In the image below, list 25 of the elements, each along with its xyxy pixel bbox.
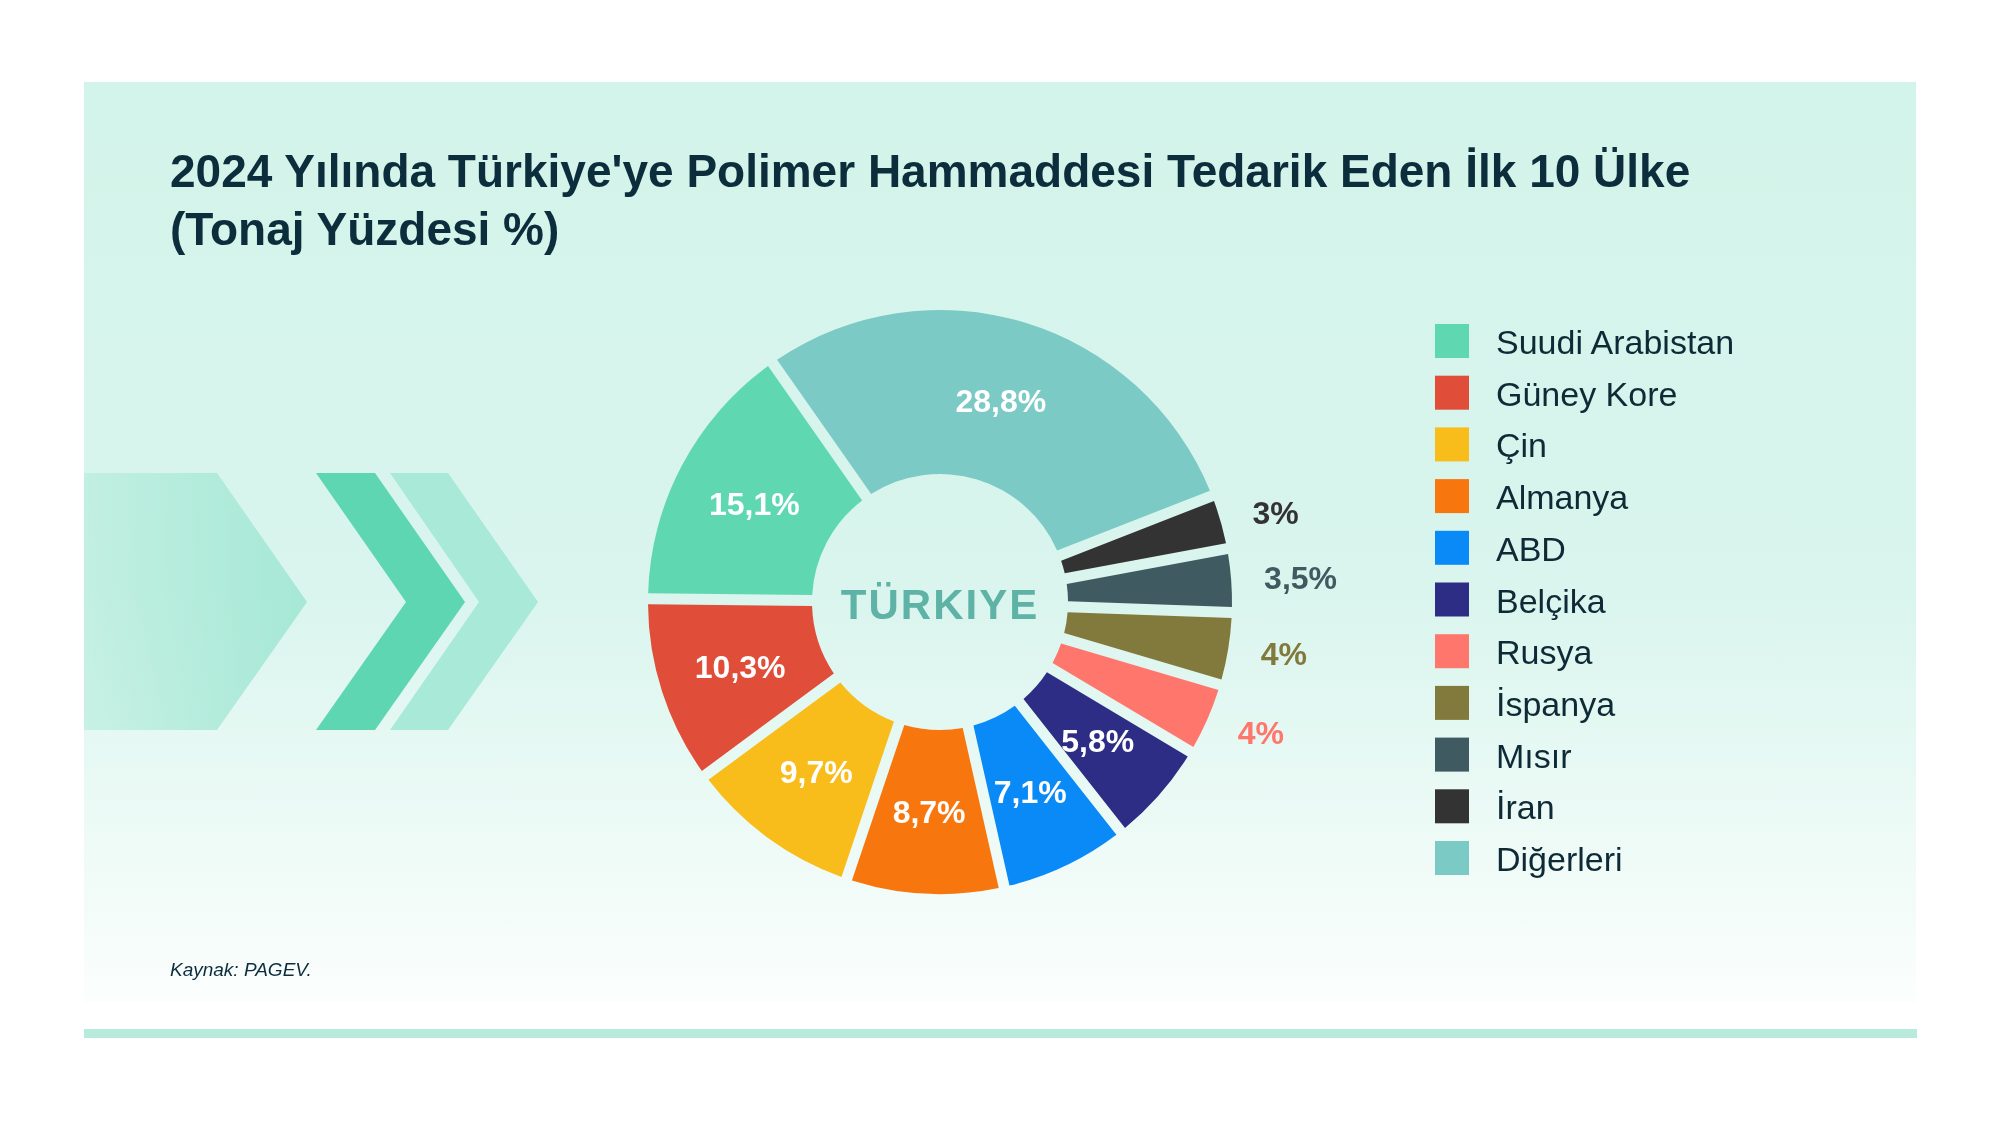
data-label: 15,1% [708, 485, 800, 522]
data-label: 4% [1237, 714, 1284, 751]
legend-label: Suudi Arabistan [1496, 323, 1735, 361]
legend-label: Rusya [1496, 633, 1593, 672]
legend-label: Çin [1496, 426, 1548, 465]
legend-label: Belçika [1496, 581, 1606, 620]
chart-title: 2024 Yılında Türkiye'ye Polimer Hammaddesi Tedarik Eden İlk 10 Ülke (Tonaj Yüzdesi %) [170, 145, 1691, 255]
legend-label: Diğerleri [1496, 840, 1623, 878]
legend-label: Güney Kore [1496, 374, 1678, 413]
data-label: 7,1% [993, 773, 1067, 810]
legend-label: Almanya [1496, 478, 1629, 517]
data-label: 28,8% [955, 383, 1047, 420]
data-label: 8,7% [892, 793, 966, 830]
legend-label: ABD [1496, 529, 1566, 568]
legend-label: İspanya [1496, 684, 1616, 723]
text: TÜRKIYE [840, 580, 1040, 628]
data-label: 9,7% [779, 753, 853, 790]
text: Kaynak: PAGEV. [170, 959, 312, 980]
data-label: 5,8% [1061, 722, 1135, 759]
data-label: 3% [1252, 494, 1299, 531]
legend-label: İran [1496, 788, 1555, 827]
data-label: 4% [1260, 636, 1307, 673]
legend-label: Mısır [1496, 736, 1572, 775]
data-label: 3,5% [1264, 560, 1338, 597]
data-label: 10,3% [694, 648, 786, 685]
